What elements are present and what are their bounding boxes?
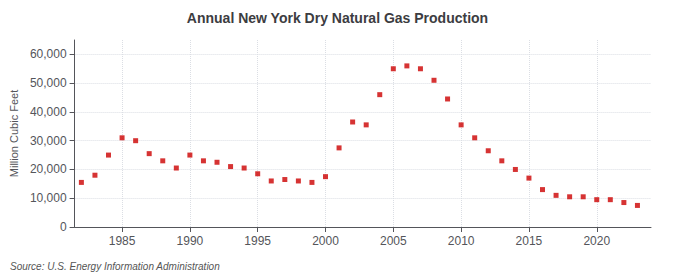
svg-text:2020: 2020 [583,234,610,248]
svg-text:1990: 1990 [177,234,204,248]
svg-text:30,000: 30,000 [30,134,67,148]
svg-text:2000: 2000 [312,234,339,248]
svg-text:40,000: 40,000 [30,105,67,119]
svg-text:Annual New York Dry Natural Ga: Annual New York Dry Natural Gas Producti… [187,10,488,26]
svg-text:1985: 1985 [109,234,136,248]
svg-text:1995: 1995 [244,234,271,248]
svg-text:2005: 2005 [380,234,407,248]
svg-text:Million Cubic Feet: Million Cubic Feet [8,90,20,177]
svg-text:2015: 2015 [516,234,543,248]
svg-text:60,000: 60,000 [30,47,67,61]
svg-text:50,000: 50,000 [30,76,67,90]
svg-text:0: 0 [60,220,67,234]
svg-text:2010: 2010 [448,234,475,248]
svg-text:10,000: 10,000 [30,191,67,205]
svg-text:20,000: 20,000 [30,162,67,176]
svg-text:Source: U.S. Energy Informatio: Source: U.S. Energy Information Administ… [10,261,220,272]
